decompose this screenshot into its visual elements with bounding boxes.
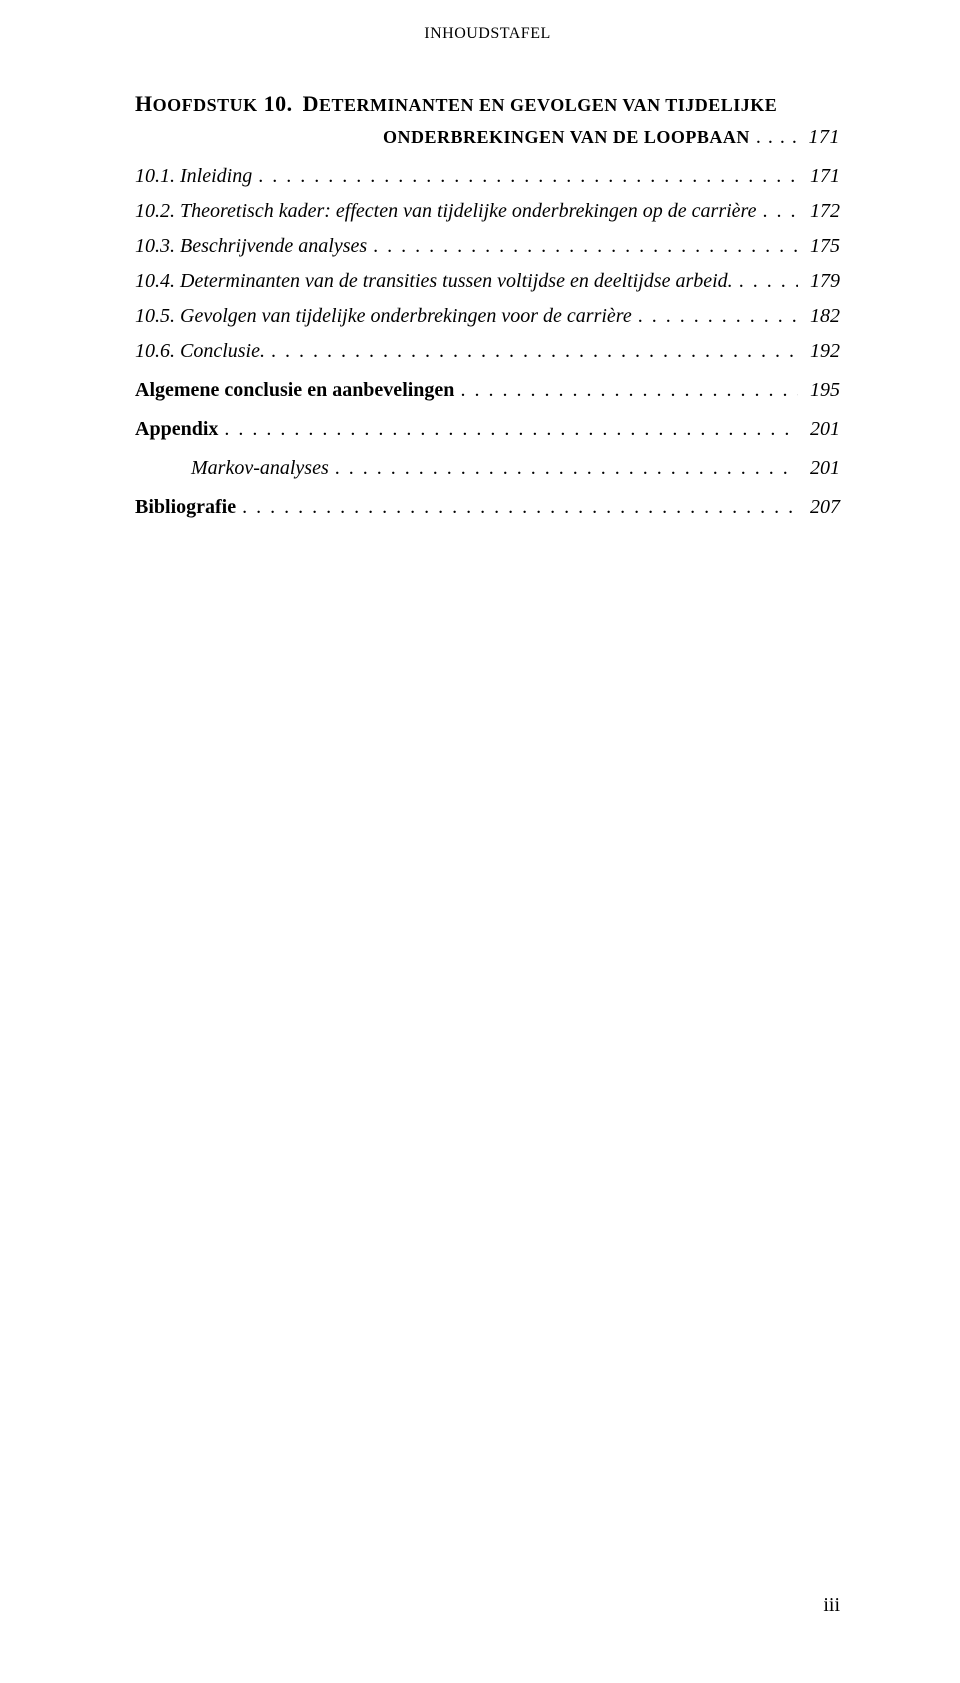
toc-page: 172	[798, 197, 840, 226]
chapter-prefix: HOOFDSTUK 10.	[135, 91, 293, 117]
toc-page: 201	[798, 415, 840, 444]
toc-label: Appendix	[135, 415, 218, 444]
leaders: . . . . . . . . . . . . . . . . . . . . …	[367, 232, 798, 261]
toc-entry: Appendix . . . . . . . . . . . . . . . .…	[135, 415, 840, 444]
chapter-title: DETERMINANTEN EN GEVOLGEN VAN TIJDELIJKE	[303, 91, 778, 117]
leaders: . . . . . . . . . . . . . . . . . . . . …	[252, 162, 798, 191]
toc-page: 192	[798, 337, 840, 366]
toc-entry: Markov-analyses . . . . . . . . . . . . …	[135, 454, 840, 483]
chapter-title-rest1: ETERMINANTEN EN GEVOLGEN VAN TIJDELIJKE	[319, 95, 777, 115]
toc-entry: 10.6. Conclusie. . . . . . . . . . . . .…	[135, 337, 840, 366]
leaders: . . . . . . . . . . . . . . . . . . . . …	[329, 454, 798, 483]
toc-entry: Algemene conclusie en aanbevelingen . . …	[135, 376, 840, 405]
toc-entry: Bibliografie . . . . . . . . . . . . . .…	[135, 493, 840, 522]
chapter-prefix-cap: H	[135, 91, 153, 116]
toc-label: Algemene conclusie en aanbevelingen	[135, 376, 454, 405]
chapter-title-cap: D	[303, 91, 319, 116]
leaders: . . . . . . . . . . . . . . . . . . . . …	[750, 123, 798, 152]
chapter-page: 171	[798, 123, 840, 152]
toc-label: 10.4. Determinanten van de transities tu…	[135, 267, 733, 296]
toc-entry: 10.2. Theoretisch kader: effecten van ti…	[135, 197, 840, 226]
chapter-title-rest2: ONDERBREKINGEN VAN DE LOOPBAAN	[383, 124, 750, 150]
toc-page: 182	[798, 302, 840, 331]
toc-entry: 10.3. Beschrijvende analyses . . . . . .…	[135, 232, 840, 261]
toc-label: 10.2. Theoretisch kader: effecten van ti…	[135, 197, 756, 226]
chapter-title-line2: ONDERBREKINGEN VAN DE LOOPBAAN . . . . .…	[135, 123, 840, 152]
toc-page: 201	[798, 454, 840, 483]
toc-label: Markov-analyses	[191, 454, 329, 483]
leaders: . . . . . . . . . . . . . . . . . . . . …	[632, 302, 798, 331]
toc-entry: 10.4. Determinanten van de transities tu…	[135, 267, 840, 296]
toc-page: 175	[798, 232, 840, 261]
toc-page: 207	[798, 493, 840, 522]
toc-label: 10.6. Conclusie.	[135, 337, 265, 366]
toc-label: 10.5. Gevolgen van tijdelijke onderbreki…	[135, 302, 632, 331]
toc-label: 10.3. Beschrijvende analyses	[135, 232, 367, 261]
chapter-number: 10.	[264, 91, 293, 116]
toc-page: 179	[798, 267, 840, 296]
page-number: iii	[823, 1594, 840, 1617]
running-head: INHOUDSTAFEL	[135, 25, 840, 43]
chapter-prefix-rest: OOFDSTUK	[153, 95, 258, 115]
toc-page: 195	[798, 376, 840, 405]
toc-label: 10.1. Inleiding	[135, 162, 252, 191]
page: INHOUDSTAFEL HOOFDSTUK 10. DETERMINANTEN…	[0, 0, 960, 1683]
leaders: . . . . . . . . . . . . . . . . . . . . …	[756, 197, 798, 226]
toc-page: 171	[798, 162, 840, 191]
toc-label: Bibliografie	[135, 493, 236, 522]
toc-entry: 10.5. Gevolgen van tijdelijke onderbreki…	[135, 302, 840, 331]
toc-entry: 10.1. Inleiding . . . . . . . . . . . . …	[135, 162, 840, 191]
leaders: . . . . . . . . . . . . . . . . . . . . …	[454, 376, 798, 405]
leaders: . . . . . . . . . . . . . . . . . . . . …	[733, 267, 798, 296]
leaders: . . . . . . . . . . . . . . . . . . . . …	[265, 337, 798, 366]
chapter-title-line1: HOOFDSTUK 10. DETERMINANTEN EN GEVOLGEN …	[135, 91, 840, 117]
leaders: . . . . . . . . . . . . . . . . . . . . …	[218, 415, 798, 444]
leaders: . . . . . . . . . . . . . . . . . . . . …	[236, 493, 798, 522]
